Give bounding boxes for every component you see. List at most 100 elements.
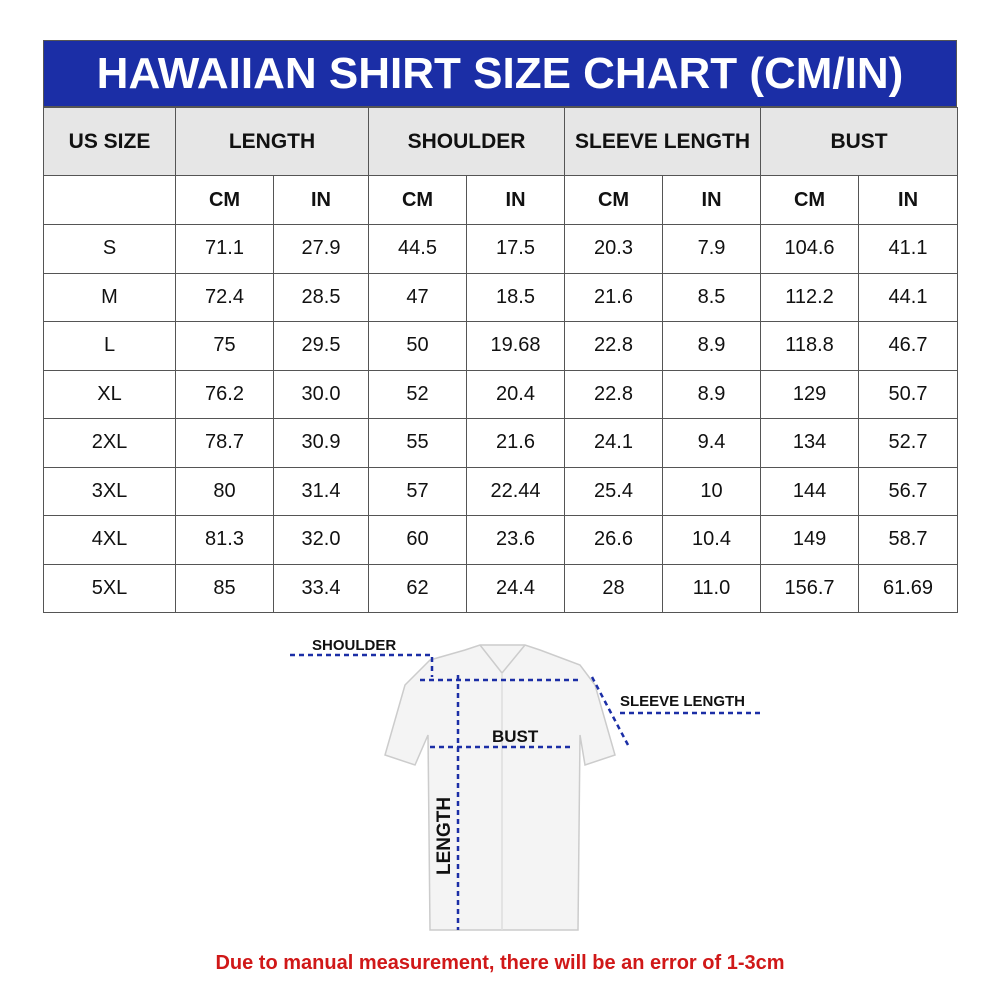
value-cell: 22.8 [564, 321, 664, 371]
unit-header: IN [858, 175, 959, 225]
value-cell: 58.7 [858, 515, 959, 565]
value-cell: 56.7 [858, 466, 959, 516]
shirt-icon [384, 644, 616, 931]
value-cell: 144 [760, 466, 860, 516]
size-table: US SIZE LENGTH SHOULDER SLEEVE LENGTH BU… [43, 107, 959, 613]
value-cell: 17.5 [466, 224, 566, 274]
value-cell: 57 [368, 466, 468, 516]
value-cell: 85 [175, 563, 274, 613]
table-row: M 72.4 28.5 47 18.5 21.6 8.5 112.2 44.1 [43, 272, 959, 322]
value-cell: 8.9 [662, 321, 762, 371]
header-shoulder: SHOULDER [368, 107, 566, 176]
unit-header: IN [272, 175, 370, 225]
unit-header: IN [662, 175, 762, 225]
value-cell: 11.0 [662, 563, 762, 613]
value-cell: 8.9 [662, 369, 762, 419]
unit-header: CM [175, 175, 274, 225]
table-row: S 71.1 27.9 44.5 17.5 20.3 7.9 104.6 41.1 [43, 224, 959, 274]
value-cell: 20.3 [564, 224, 664, 274]
table-row: L 75 29.5 50 19.68 22.8 8.9 118.8 46.7 [43, 321, 959, 371]
value-cell: 10.4 [662, 515, 762, 565]
size-cell: 3XL [43, 466, 176, 516]
value-cell: 118.8 [760, 321, 860, 371]
value-cell: 29.5 [272, 321, 370, 371]
size-cell: L [43, 321, 176, 371]
value-cell: 134 [760, 418, 860, 468]
value-cell: 104.6 [760, 224, 860, 274]
measurement-note: Due to manual measurement, there will be… [215, 952, 785, 974]
value-cell: 30.9 [272, 418, 370, 468]
value-cell: 75 [175, 321, 274, 371]
shirt-measurement-diagram: SHOULDER SLEEVE LENGTH BUST LENGTH [290, 637, 760, 931]
unit-header: CM [368, 175, 468, 225]
value-cell: 52.7 [858, 418, 959, 468]
header-bust: BUST [760, 107, 959, 176]
value-cell: 19.68 [466, 321, 566, 371]
table-row: 4XL 81.3 32.0 60 23.6 26.6 10.4 149 58.7 [43, 515, 959, 565]
sleeve-length-label: SLEEVE LENGTH [620, 693, 745, 710]
header-us-size: US SIZE [43, 107, 176, 176]
unit-header: CM [760, 175, 860, 225]
value-cell: 47 [368, 272, 468, 322]
value-cell: 8.5 [662, 272, 762, 322]
value-cell: 32.0 [272, 515, 370, 565]
value-cell: 112.2 [760, 272, 860, 322]
group-header-row: US SIZE LENGTH SHOULDER SLEEVE LENGTH BU… [43, 107, 959, 176]
value-cell: 21.6 [466, 418, 566, 468]
header-length: LENGTH [174, 107, 370, 176]
size-cell: M [43, 272, 176, 322]
value-cell: 33.4 [272, 563, 370, 613]
unit-header: IN [466, 175, 566, 225]
value-cell: 80 [175, 466, 274, 516]
value-cell: 52 [368, 369, 468, 419]
value-cell: 60 [368, 515, 468, 565]
value-cell: 25.4 [564, 466, 664, 516]
size-cell: 2XL [43, 418, 176, 468]
shoulder-label: SHOULDER [312, 637, 396, 654]
value-cell: 23.6 [466, 515, 566, 565]
chart-title: HAWAIIAN SHIRT SIZE CHART (CM/IN) [43, 40, 957, 107]
header-sleeve-length: SLEEVE LENGTH [564, 107, 762, 176]
value-cell: 27.9 [272, 224, 370, 274]
value-cell: 78.7 [175, 418, 274, 468]
unit-header-empty [43, 175, 176, 225]
value-cell: 24.1 [564, 418, 664, 468]
value-cell: 24.4 [466, 563, 566, 613]
value-cell: 50.7 [858, 369, 959, 419]
size-cell: 4XL [43, 515, 176, 565]
value-cell: 28 [564, 563, 664, 613]
value-cell: 30.0 [272, 369, 370, 419]
size-cell: XL [43, 369, 176, 419]
value-cell: 44.5 [368, 224, 468, 274]
value-cell: 76.2 [175, 369, 274, 419]
value-cell: 41.1 [858, 224, 959, 274]
unit-header-row: CM IN CM IN CM IN CM IN [43, 175, 959, 225]
size-cell: S [43, 224, 176, 274]
value-cell: 50 [368, 321, 468, 371]
value-cell: 20.4 [466, 369, 566, 419]
value-cell: 26.6 [564, 515, 664, 565]
value-cell: 72.4 [175, 272, 274, 322]
value-cell: 46.7 [858, 321, 959, 371]
value-cell: 18.5 [466, 272, 566, 322]
value-cell: 22.8 [564, 369, 664, 419]
value-cell: 28.5 [272, 272, 370, 322]
value-cell: 129 [760, 369, 860, 419]
table-row: XL 76.2 30.0 52 20.4 22.8 8.9 129 50.7 [43, 369, 959, 419]
value-cell: 71.1 [175, 224, 274, 274]
value-cell: 21.6 [564, 272, 664, 322]
unit-header: CM [564, 175, 664, 225]
size-cell: 5XL [43, 563, 176, 613]
value-cell: 7.9 [662, 224, 762, 274]
value-cell: 149 [760, 515, 860, 565]
value-cell: 22.44 [466, 466, 566, 516]
value-cell: 55 [368, 418, 468, 468]
table-row: 5XL 85 33.4 62 24.4 28 11.0 156.7 61.69 [43, 563, 959, 613]
value-cell: 9.4 [662, 418, 762, 468]
value-cell: 81.3 [175, 515, 274, 565]
bust-label: BUST [492, 727, 539, 746]
value-cell: 44.1 [858, 272, 959, 322]
value-cell: 156.7 [760, 563, 860, 613]
length-label: LENGTH [434, 797, 455, 875]
measure-lines [290, 653, 760, 930]
